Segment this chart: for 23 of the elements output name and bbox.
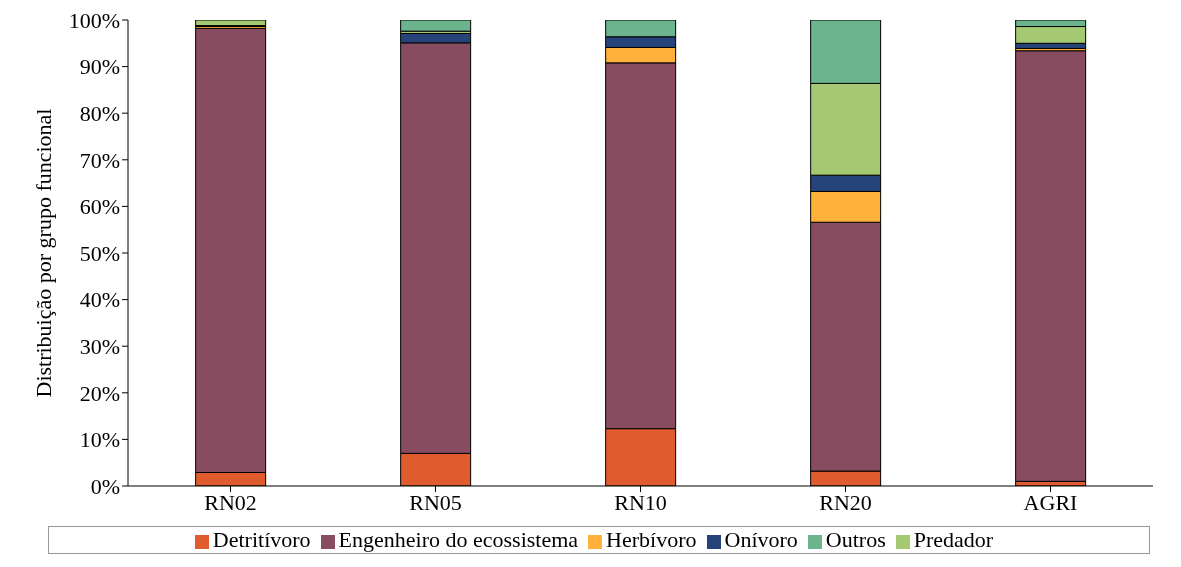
y-tick-label: 50% (79, 240, 120, 266)
x-tick-label: RN02 (204, 489, 257, 515)
x-tick-label: RN20 (819, 489, 872, 515)
y-tick-label: 20% (79, 380, 120, 406)
y-tick-label: 80% (79, 101, 120, 127)
y-tick-label: 30% (79, 334, 120, 360)
x-tick-label: AGRI (1023, 489, 1078, 515)
y-tick-label: 100% (68, 7, 120, 33)
legend-label: Herbívoro (606, 527, 697, 552)
y-tick-label: 10% (79, 427, 120, 453)
legend-label: Predador (913, 527, 994, 552)
x-tick-label: RN05 (409, 489, 462, 515)
y-tick-label: 70% (79, 147, 120, 173)
legend-label: Outros (825, 527, 886, 552)
legend-label: Detritívoro (212, 527, 311, 552)
y-tick-label: 40% (79, 287, 120, 313)
x-tick-label: RN10 (614, 489, 667, 515)
legend-label: Onívoro (724, 527, 798, 552)
legend-label: Engenheiro do ecossistema (338, 527, 579, 552)
y-tick-label: 0% (90, 473, 120, 499)
y-tick-label: 60% (79, 194, 120, 220)
y-tick-label: 90% (79, 54, 120, 80)
y-axis-title: Distribuição por grupo funcional (30, 108, 56, 398)
